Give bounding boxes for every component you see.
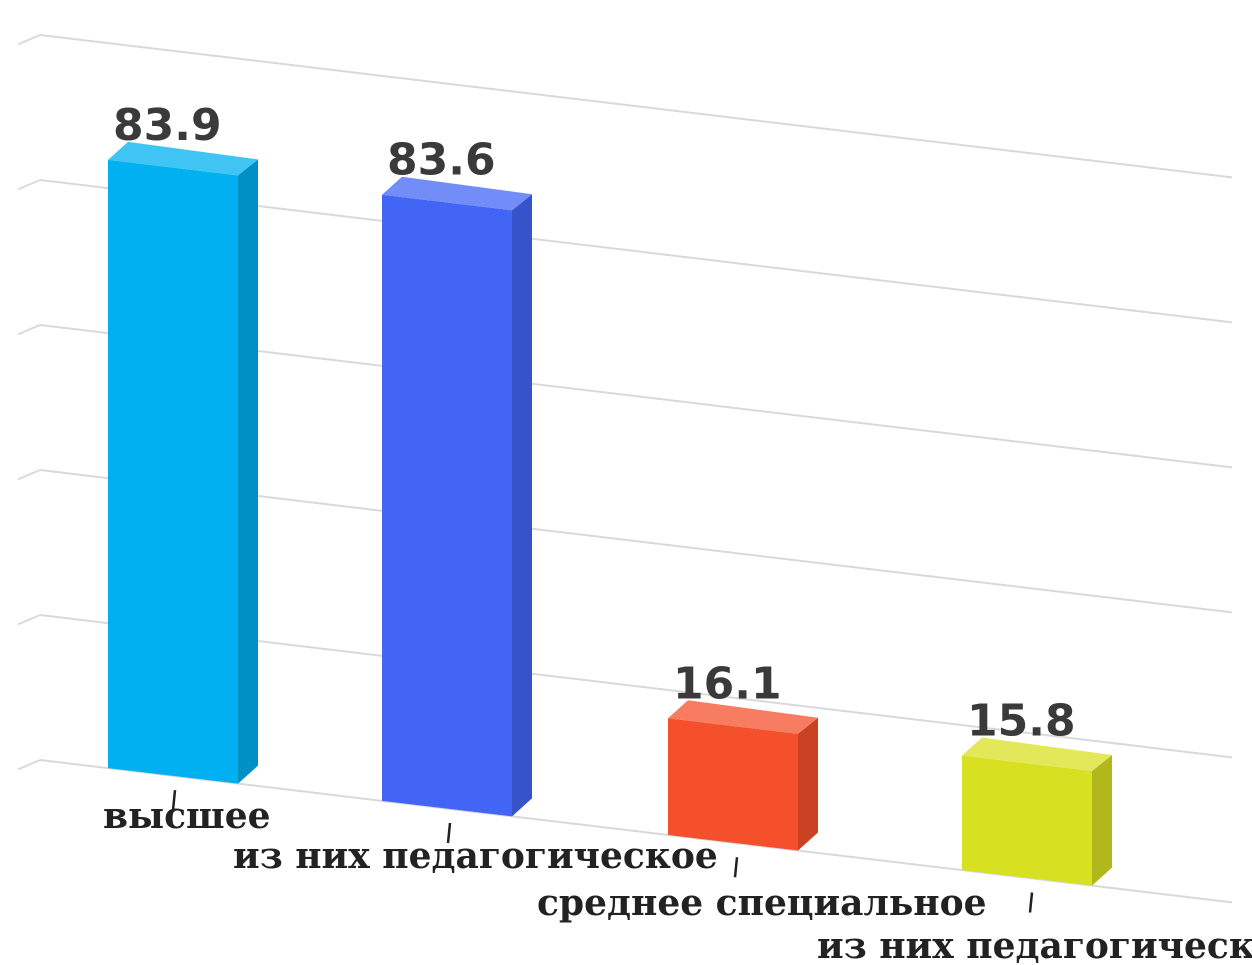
category-tick-0 [171,789,177,811]
gridline-tick-1 [17,614,41,626]
bar-side-3 [1092,755,1112,886]
bar-top-1 [382,176,532,211]
value-label-3: 15.8 [967,696,1076,747]
category-tick-3 [1028,892,1034,913]
bar-2 [668,718,798,851]
gridline-5 [39,34,1233,179]
category-label-3: из них педагогическое [817,925,1252,965]
labels: 83.9 83.6 16.1 15.8 высшее из них педаго… [103,100,1252,965]
bar-side-1 [512,194,532,817]
bar-top-3 [962,737,1112,772]
bar-3 [962,755,1092,886]
bar-side-2 [798,717,818,851]
category-label-1: из них педагогическое [233,835,718,877]
gridline-tick-2 [17,469,41,481]
gridline-tick-4 [17,179,41,191]
category-tick-2 [733,857,739,878]
value-label-0: 83.9 [113,100,222,151]
gridline-tick-0 [17,759,41,771]
gridline-tick-3 [17,324,41,336]
bar-1 [382,194,512,817]
value-label-1: 83.6 [387,135,496,186]
bar-side-0 [238,159,258,784]
category-label-2: среднее специальное [537,882,987,924]
category-label-0: высшее [103,795,271,837]
gridline-tick-5 [17,34,41,46]
category-tick-1 [446,822,452,844]
bar-top-0 [108,141,258,176]
value-label-2: 16.1 [673,658,782,709]
bars [108,141,1112,913]
bar-0 [108,159,238,784]
bar-top-2 [668,700,818,734]
